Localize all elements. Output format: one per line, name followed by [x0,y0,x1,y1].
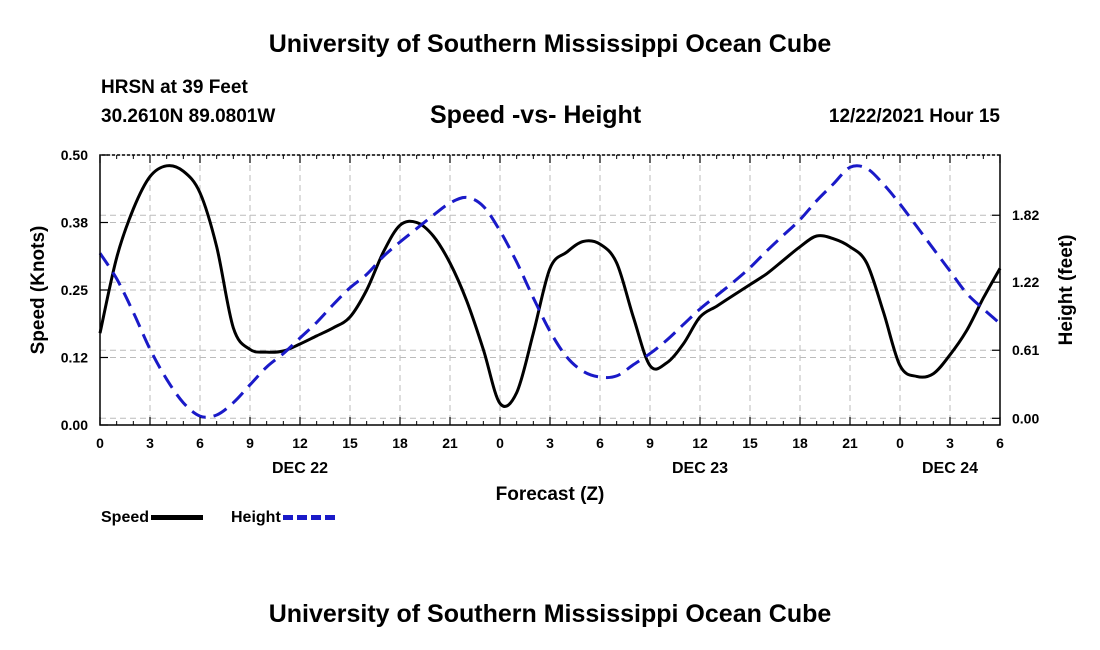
y2-tick-label: 0.00 [1012,410,1039,426]
x-tick-label: 3 [546,435,554,451]
main-title: University of Southern Mississippi Ocean… [268,30,832,58]
legend-item-height: Height [231,509,335,527]
x-tick-label: 18 [792,435,808,451]
x-tick-label: 9 [646,435,654,451]
legend-item-speed: Speed [101,509,204,527]
station-name: HRSN at 39 Feet [101,77,248,98]
x-tick-label: 0 [496,435,504,451]
legend-swatch-height [282,515,335,521]
y-tick-label: 0.38 [61,215,88,231]
y-tick-label: 0.25 [61,282,88,298]
legend-label-speed: Speed [101,509,150,526]
x-tick-label: 21 [442,435,458,451]
y2-axis-title: Height (feet) [1056,235,1077,346]
x-tick-label: 0 [896,435,904,451]
x-tick-label: 15 [342,435,358,451]
y-tick-label: 0.12 [61,350,88,366]
legend-swatch-speed [151,515,204,521]
date-label: DEC 24 [922,460,978,477]
x-tick-label: 15 [742,435,758,451]
chart-title: Speed -vs- Height [430,101,642,129]
series-line-height [98,164,1001,419]
x-tick-label: 21 [842,435,858,451]
grid-lines [100,155,1000,425]
y2-tick-label: 0.61 [1012,342,1039,358]
x-tick-label: 6 [196,435,204,451]
axis-labels: 0 3 6 9 12 15 18 21 0 3 6 9 12 15 18 21 0 3 6 DEC 22 DEC 23 D… [61,147,1040,477]
y-tick-label: 0.00 [61,417,88,433]
x-tick-label: 6 [596,435,604,451]
x-tick-label: 3 [146,435,154,451]
series-lines [98,164,1002,419]
legend-label-height: Height [231,509,281,526]
x-axis-title: Forecast (Z) [496,484,605,505]
y2-tick-label: 1.82 [1012,207,1039,223]
x-tick-label: 0 [96,435,104,451]
y2-tick-label: 1.22 [1012,274,1039,290]
y-tick-label: 0.50 [61,147,88,163]
x-tick-label: 3 [946,435,954,451]
footer-title: University of Southern Mississippi Ocean… [268,600,832,628]
x-tick-label: 6 [996,435,1004,451]
x-tick-label: 12 [292,435,308,451]
date-label: DEC 22 [272,460,328,477]
x-tick-label: 9 [246,435,254,451]
y-axis-title: Speed (Knots) [28,226,49,355]
date-label: DEC 23 [672,460,728,477]
series-line-speed [98,164,1002,408]
forecast-run-time: 12/22/2021 Hour 15 [828,106,1000,127]
x-tick-label: 18 [392,435,408,451]
axis-ticks [99,154,1001,426]
station-coordinates: 30.2610N 89.0801W [101,106,276,127]
x-tick-label: 12 [692,435,708,451]
